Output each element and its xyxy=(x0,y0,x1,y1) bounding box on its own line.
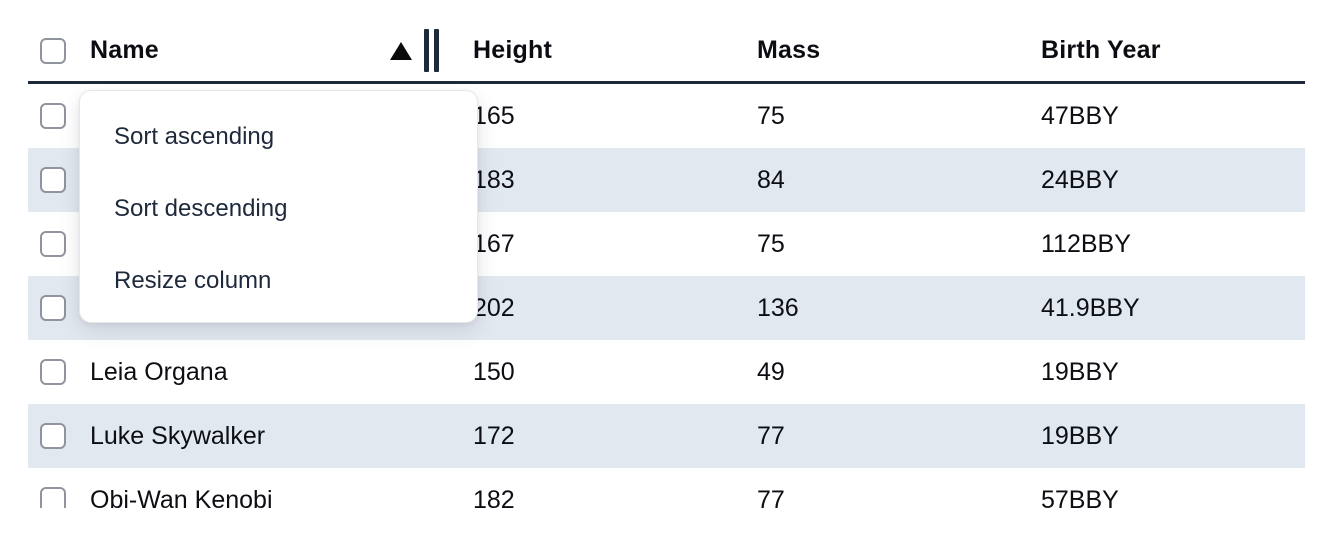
sort-ascending-icon xyxy=(390,41,412,60)
cell-mass: 75 xyxy=(757,229,785,258)
cell-mass: 77 xyxy=(757,421,785,450)
row-checkbox-cell xyxy=(28,487,90,508)
column-header-name[interactable]: Name xyxy=(90,29,445,72)
cell-birth-year: 112BBY xyxy=(1041,229,1131,258)
column-header-mass[interactable]: Mass xyxy=(757,36,821,64)
row-checkbox-cell xyxy=(28,359,90,385)
cell-height: 202 xyxy=(473,293,515,322)
cell-height: 165 xyxy=(473,101,515,130)
select-all-checkbox[interactable] xyxy=(40,37,66,64)
cell-name: Leia Organa xyxy=(90,357,228,386)
menu-item-resize-column[interactable]: Resize column xyxy=(114,267,272,294)
column-resize-handle-icon[interactable] xyxy=(424,29,439,72)
cell-birth-year: 24BBY xyxy=(1041,165,1119,194)
cell-mass: 49 xyxy=(757,357,785,386)
column-label-name: Name xyxy=(90,36,159,64)
row-checkbox-cell xyxy=(28,295,90,321)
cell-mass: 75 xyxy=(757,101,785,130)
row-checkbox-cell xyxy=(28,167,90,193)
row-checkbox[interactable] xyxy=(40,359,66,385)
cell-height: 167 xyxy=(473,229,515,258)
table-row: 165 75 47BBY xyxy=(28,84,1305,148)
row-checkbox-cell xyxy=(28,103,90,129)
cell-birth-year: 57BBY xyxy=(1041,485,1119,509)
column-header-height[interactable]: Height xyxy=(473,36,552,64)
cell-height: 183 xyxy=(473,165,515,194)
row-checkbox[interactable] xyxy=(40,103,66,129)
cell-birth-year: 41.9BBY xyxy=(1041,293,1140,322)
row-checkbox[interactable] xyxy=(40,295,66,321)
table-row: 167 75 112BBY xyxy=(28,212,1305,276)
row-checkbox[interactable] xyxy=(40,231,66,257)
cell-birth-year: 47BBY xyxy=(1041,101,1119,130)
row-checkbox[interactable] xyxy=(40,167,66,193)
column-header-birth-year[interactable]: Birth Year xyxy=(1041,36,1161,64)
cell-height: 182 xyxy=(473,485,515,509)
cell-mass: 136 xyxy=(757,293,799,322)
cell-mass: 77 xyxy=(757,485,785,509)
table-row: Obi-Wan Kenobi 182 77 57BBY xyxy=(28,468,1305,508)
cell-height: 150 xyxy=(473,357,515,386)
row-checkbox[interactable] xyxy=(40,487,66,508)
data-table: Name Height Mass Birth Year 165 75 47BBY 18… xyxy=(28,20,1305,508)
table-header: Name Height Mass Birth Year xyxy=(28,20,1305,84)
row-checkbox-cell xyxy=(28,423,90,449)
cell-birth-year: 19BBY xyxy=(1041,357,1119,386)
cell-mass: 84 xyxy=(757,165,785,194)
table-row: Luke Skywalker 172 77 19BBY xyxy=(28,404,1305,468)
cell-birth-year: 19BBY xyxy=(1041,421,1119,450)
row-checkbox[interactable] xyxy=(40,423,66,449)
menu-item-sort-descending[interactable]: Sort descending xyxy=(114,195,288,222)
table-body: 165 75 47BBY 183 84 24BBY 167 75 112BBY 202 136 41.… xyxy=(28,84,1305,508)
table-row: 202 136 41.9BBY xyxy=(28,276,1305,340)
cell-name: Luke Skywalker xyxy=(90,421,266,450)
row-checkbox-cell xyxy=(28,231,90,257)
cell-name: Obi-Wan Kenobi xyxy=(90,485,273,509)
cell-height: 172 xyxy=(473,421,515,450)
header-checkbox-cell xyxy=(28,37,90,64)
menu-item-sort-ascending[interactable]: Sort ascending xyxy=(114,123,275,150)
column-context-menu: Sort ascending Sort descending Resize co… xyxy=(79,90,478,323)
table-row: Leia Organa 150 49 19BBY xyxy=(28,340,1305,404)
